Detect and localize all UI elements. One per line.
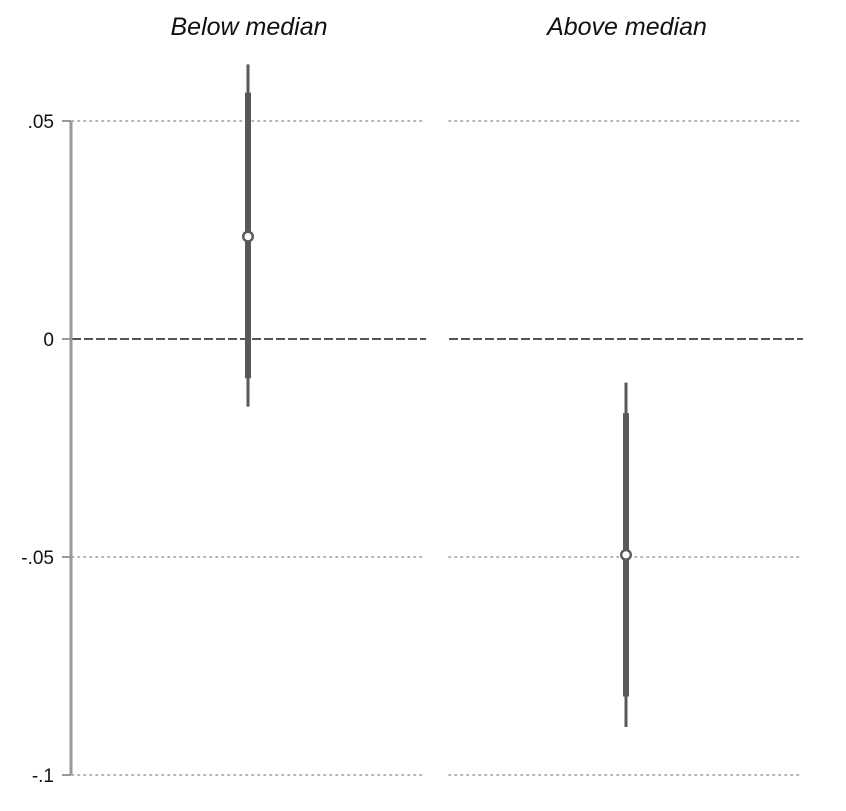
y-ticks: .05 0 -.05 -.1 xyxy=(21,112,71,787)
estimates-layer xyxy=(241,64,633,728)
panel-title-below-median: Below median xyxy=(170,13,327,41)
y-tick-label-1: 0 xyxy=(43,330,54,351)
point-estimate-panel-0 xyxy=(241,230,254,243)
point-estimate-panel-1 xyxy=(620,548,633,561)
y-tick-label-0: .05 xyxy=(28,112,54,133)
grid-layer xyxy=(71,120,804,776)
y-tick-label-3: -.1 xyxy=(32,766,54,787)
panel-title-above-median: Above median xyxy=(545,13,707,41)
y-tick-label-2: -.05 xyxy=(21,548,54,569)
